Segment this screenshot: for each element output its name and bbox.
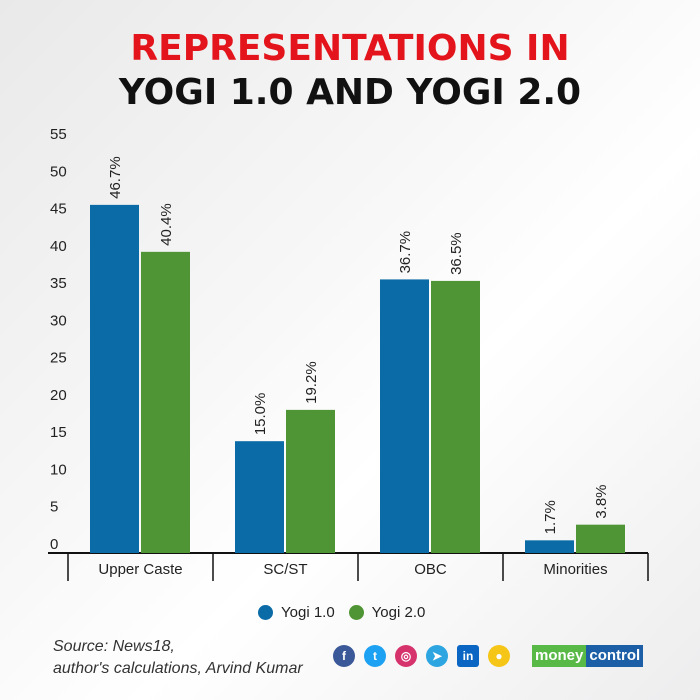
y-tick-label: 10 [50, 461, 67, 478]
legend-swatch-yogi2 [348, 605, 364, 620]
bar-yogi1 [235, 441, 284, 553]
category-label: Upper Caste [98, 561, 182, 578]
legend-swatch-yogi1 [258, 605, 273, 620]
y-tick-label: 25 [50, 350, 67, 367]
bar-yogi1 [380, 279, 429, 553]
facebook-icon[interactable]: f [333, 645, 355, 667]
moneycontrol-logo: money control [532, 645, 644, 667]
linkedin-icon[interactable]: in [457, 645, 479, 667]
bar-yogi2 [431, 280, 480, 553]
source-note: Source: News18, author's calculations, A… [53, 636, 303, 680]
legend-label-yogi1: Yogi 1.0 [281, 604, 335, 621]
source-line-1: Source: News18, [53, 638, 175, 655]
data-label: 19.2% [303, 361, 320, 404]
logo-part-2: control [586, 645, 644, 667]
legend-label-yogi2: Yogi 2.0 [371, 604, 426, 621]
y-tick-label: 55 [50, 126, 67, 143]
y-tick-label: 5 [50, 499, 58, 516]
data-label: 36.7% [397, 231, 414, 274]
logo-part-1: money [532, 645, 587, 667]
social-icons: f t ◎ ➤ in ● [333, 645, 510, 667]
data-label: 1.7% [542, 500, 559, 534]
y-tick-label: 0 [50, 536, 58, 553]
telegram-icon[interactable]: ➤ [426, 645, 448, 667]
bar-chart: 0 5 10 15 20 25 30 35 40 45 50 55 Upper Caste 46.7% 40… [48, 126, 649, 581]
y-tick-label: 35 [50, 275, 67, 292]
twitter-icon[interactable]: t [364, 645, 386, 667]
y-tick-label: 15 [50, 424, 67, 441]
bar-yogi1 [525, 540, 574, 553]
data-label: 46.7% [107, 156, 124, 199]
y-tick-label: 50 [50, 163, 67, 180]
y-tick-label: 30 [50, 312, 67, 329]
category-label: OBC [414, 561, 447, 578]
instagram-icon[interactable]: ◎ [395, 645, 417, 667]
data-label: 15.0% [252, 393, 269, 436]
legend: Yogi 1.0 Yogi 2.0 [258, 604, 425, 621]
data-label: 3.8% [593, 484, 610, 518]
bar-yogi2 [141, 251, 190, 553]
data-label: 36.5% [448, 232, 465, 275]
category-label: Minorities [543, 561, 607, 578]
y-tick-label: 45 [50, 201, 67, 218]
bar-yogi2 [286, 409, 335, 553]
bar-yogi1 [90, 204, 139, 553]
title-line-2: YOGI 1.0 AND YOGI 2.0 [118, 72, 582, 113]
y-tick-label: 40 [50, 238, 67, 255]
bar-yogi2 [576, 524, 625, 553]
data-label: 40.4% [158, 203, 175, 246]
y-tick-label: 20 [50, 387, 67, 404]
title-line-1: REPRESENTATIONS IN [130, 28, 570, 69]
source-line-2: author's calculations, Arvind Kumar [53, 660, 303, 677]
category-label: SC/ST [263, 561, 307, 578]
koo-icon[interactable]: ● [488, 645, 510, 667]
